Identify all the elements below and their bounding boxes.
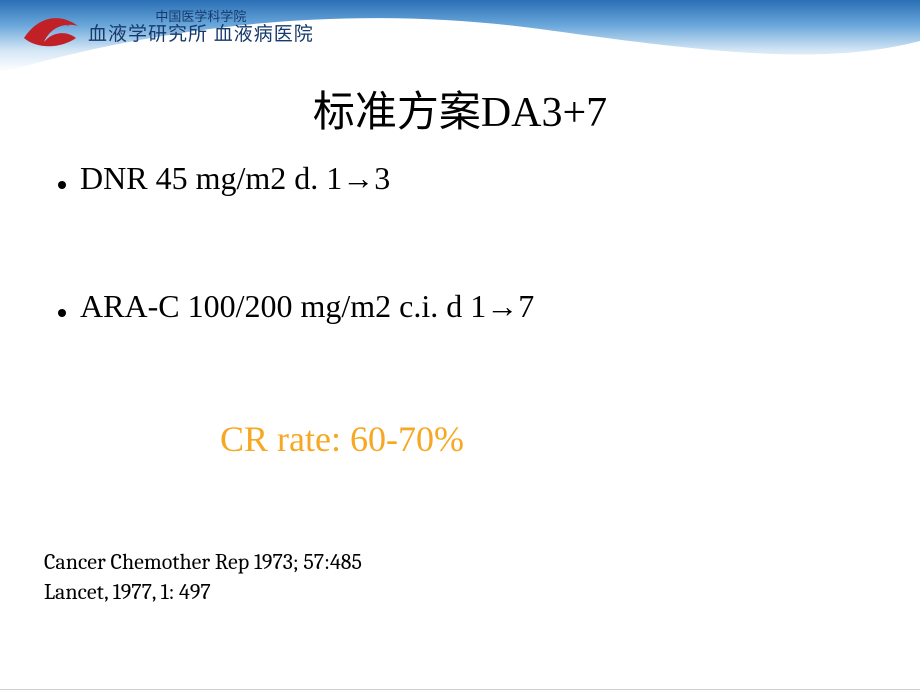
logo-block: 中国医学科学院 血液学研究所 血液病医院 — [22, 8, 314, 48]
bullet-item: DNR 45 mg/m2 d. 1→3 — [58, 160, 390, 197]
references: Cancer Chemother Rep 1973; 57:485 Lancet… — [44, 548, 362, 607]
logo-text-bottom: 血液学研究所 血液病医院 — [88, 25, 314, 46]
bullet-text: ARA-C 100/200 mg/m2 c.i. d 1→7 — [80, 288, 534, 325]
logo-text-top: 中国医学科学院 — [88, 10, 314, 24]
bullet-item: ARA-C 100/200 mg/m2 c.i. d 1→7 — [58, 288, 534, 325]
logo-text: 中国医学科学院 血液学研究所 血液病医院 — [88, 10, 314, 45]
cr-rate-highlight: CR rate: 60-70% — [220, 418, 464, 460]
bullet-dot-icon — [58, 309, 66, 317]
bullet-dot-icon — [58, 181, 66, 189]
logo-swoosh-icon — [22, 8, 80, 48]
reference-line: Lancet, 1977, 1: 497 — [44, 578, 362, 608]
slide-title: 标准方案DA3+7 — [0, 78, 920, 139]
bullet-text: DNR 45 mg/m2 d. 1→3 — [80, 160, 390, 197]
reference-line: Cancer Chemother Rep 1973; 57:485 — [44, 548, 362, 578]
